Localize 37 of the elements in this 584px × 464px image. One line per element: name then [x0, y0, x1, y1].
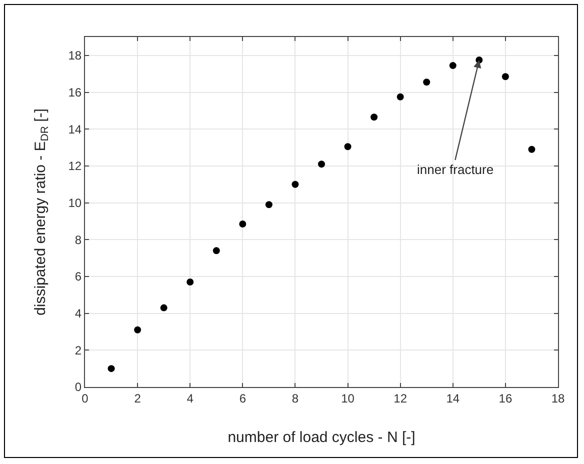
y-tick-label: 4 [74, 306, 82, 321]
x-axis-title: number of load cycles - N [-] [228, 429, 416, 446]
y-tick-label: 10 [68, 196, 82, 210]
x-tick-label: 10 [341, 391, 355, 406]
y-tick-label: 16 [68, 85, 82, 100]
point [449, 62, 456, 70]
point [396, 93, 404, 100]
point [186, 278, 194, 286]
point [318, 160, 325, 168]
y-tick-label: 18 [68, 48, 82, 63]
point [502, 73, 509, 80]
y-tick-label: 12 [68, 159, 82, 174]
x-tick-label: 6 [239, 391, 246, 406]
x-tick-label: 16 [498, 391, 512, 406]
y-tick-label: 2 [74, 343, 82, 358]
point [370, 114, 378, 121]
point [265, 201, 272, 208]
y-tick-label: 0 [74, 380, 82, 394]
x-tick-label: 2 [134, 391, 142, 406]
point [528, 146, 536, 153]
x-tick-label: 18 [551, 391, 565, 406]
x-tick-label: 8 [292, 391, 299, 406]
y-tick-label: 14 [68, 122, 82, 136]
point [292, 180, 299, 188]
annotation: inner fracture [417, 162, 494, 177]
point [423, 78, 430, 86]
point [239, 220, 246, 228]
x-tick-label: 12 [394, 391, 408, 406]
y-tick-label: 6 [74, 270, 82, 284]
point [160, 304, 168, 312]
x-tick-label: 4 [186, 391, 194, 406]
y-tick-label: 8 [74, 232, 82, 247]
point [212, 247, 220, 254]
point [344, 143, 352, 150]
x-tick-label: 14 [446, 391, 460, 406]
point [134, 326, 142, 334]
point [108, 365, 115, 372]
